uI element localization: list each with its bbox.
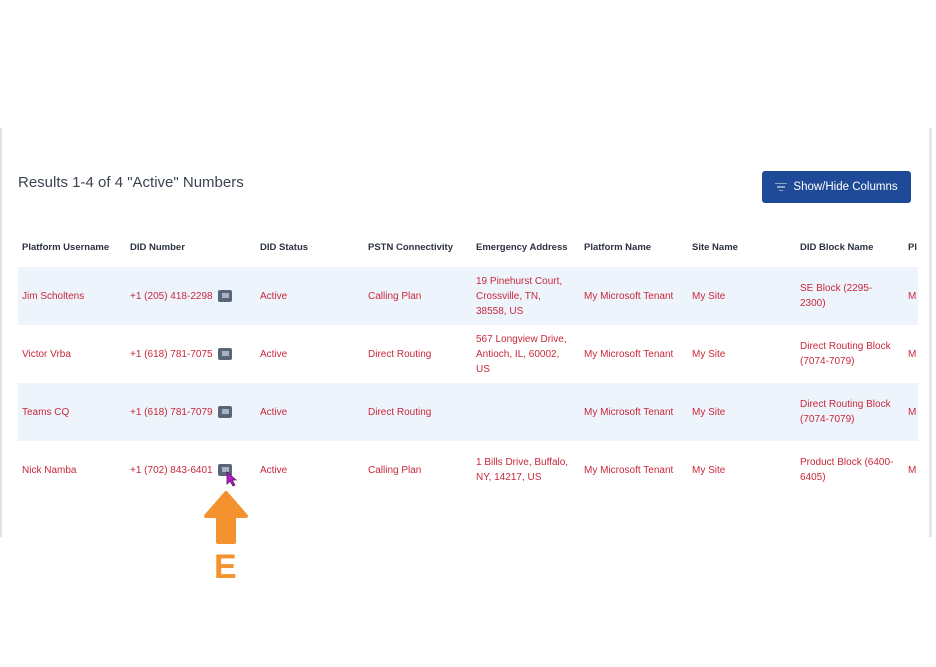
cell-username[interactable]: Nick Namba [22, 464, 77, 476]
cell-pstn-connectivity: Direct Routing [368, 406, 432, 418]
results-title: Results 1-4 of 4 "Active" Numbers [18, 174, 244, 191]
did-number-link[interactable]: +1 (618) 781-7079 [130, 406, 213, 418]
table-row[interactable]: Jim Scholtens +1 (205) 418-2298 Active Call… [18, 267, 918, 325]
column-header-did-block-name[interactable]: DID Block Name [800, 242, 874, 253]
column-header-site-name[interactable]: Site Name [692, 242, 738, 253]
table-row[interactable]: Victor Vrba +1 (618) 781-7075 Active Direct… [18, 325, 918, 383]
cell-platform-extra: M [908, 406, 917, 418]
cell-pstn-connectivity: Calling Plan [368, 290, 422, 302]
cell-did-status: Active [260, 406, 288, 418]
cell-did-status: Active [260, 464, 288, 476]
did-number-link[interactable]: +1 (618) 781-7075 [130, 348, 213, 360]
cell-emergency-address [476, 383, 571, 441]
cell-did-block-name: SE Block (2295-2300) [800, 283, 873, 309]
column-header-platform-extra[interactable]: Pl [908, 242, 917, 253]
mouse-cursor-icon [226, 471, 238, 487]
numbers-table: Platform Username DID Number DID Status PST… [18, 228, 918, 499]
did-number-link[interactable]: +1 (702) 843-6401 [130, 464, 213, 476]
table-row[interactable]: Nick Namba +1 (702) 843-6401 Active Calling… [18, 441, 918, 499]
cell-did-number: +1 (205) 418-2298 [130, 267, 232, 325]
show-hide-columns-label: Show/Hide Columns [793, 181, 898, 193]
phone-icon[interactable] [217, 290, 232, 302]
annotation-arrow-icon [204, 491, 248, 544]
cell-site-name: My Site [692, 290, 726, 302]
column-header-username[interactable]: Platform Username [22, 242, 110, 253]
column-header-pstn-connectivity[interactable]: PSTN Connectivity [368, 242, 453, 253]
cell-site-name: My Site [692, 406, 726, 418]
cell-platform-extra: M [908, 290, 917, 302]
phone-icon[interactable] [217, 348, 232, 360]
column-header-did-status[interactable]: DID Status [260, 242, 309, 253]
cell-username[interactable]: Jim Scholtens [22, 290, 85, 302]
cell-emergency-address: 19 Pinehurst Court, Crossville, TN, 3855… [476, 275, 563, 317]
cell-username[interactable]: Victor Vrba [22, 348, 71, 360]
cell-did-block-name: Direct Routing Block (7074-7079) [800, 341, 891, 367]
cell-did-block-name: Product Block (6400-6405) [800, 457, 894, 483]
cell-pstn-connectivity: Direct Routing [368, 348, 432, 360]
column-header-platform-name[interactable]: Platform Name [584, 242, 652, 253]
cell-platform-extra: M [908, 348, 917, 360]
table-row[interactable]: Teams CQ +1 (618) 781-7079 Active Direct Ro… [18, 383, 918, 441]
show-hide-columns-button[interactable]: Show/Hide Columns [762, 171, 911, 203]
cell-emergency-address: 567 Longview Drive, Antioch, IL, 60002, … [476, 333, 567, 375]
cell-did-number: +1 (618) 781-7075 [130, 325, 232, 383]
phone-icon[interactable] [217, 406, 232, 418]
cell-did-number: +1 (618) 781-7079 [130, 383, 232, 441]
filter-icon [775, 182, 788, 192]
column-header-emergency-address[interactable]: Emergency Address [476, 242, 568, 253]
cell-platform-name: My Microsoft Tenant [584, 464, 674, 476]
cell-platform-extra: M [908, 464, 917, 476]
cell-platform-name: My Microsoft Tenant [584, 290, 674, 302]
cell-site-name: My Site [692, 348, 726, 360]
results-panel: Results 1-4 of 4 "Active" Numbers Show/H… [0, 128, 932, 537]
cell-platform-name: My Microsoft Tenant [584, 406, 674, 418]
annotation-label: E [214, 548, 237, 586]
table-header: Platform Username DID Number DID Status PST… [18, 228, 918, 267]
column-header-did-number[interactable]: DID Number [130, 242, 185, 253]
cell-did-status: Active [260, 348, 288, 360]
cell-username[interactable]: Teams CQ [22, 406, 70, 418]
cell-did-status: Active [260, 290, 288, 302]
cell-emergency-address: 1 Bills Drive, Buffalo, NY, 14217, US [476, 457, 569, 483]
cell-did-block-name: Direct Routing Block (7074-7079) [800, 399, 891, 425]
cell-pstn-connectivity: Calling Plan [368, 464, 422, 476]
cell-platform-name: My Microsoft Tenant [584, 348, 674, 360]
did-number-link[interactable]: +1 (205) 418-2298 [130, 290, 213, 302]
cell-site-name: My Site [692, 464, 726, 476]
